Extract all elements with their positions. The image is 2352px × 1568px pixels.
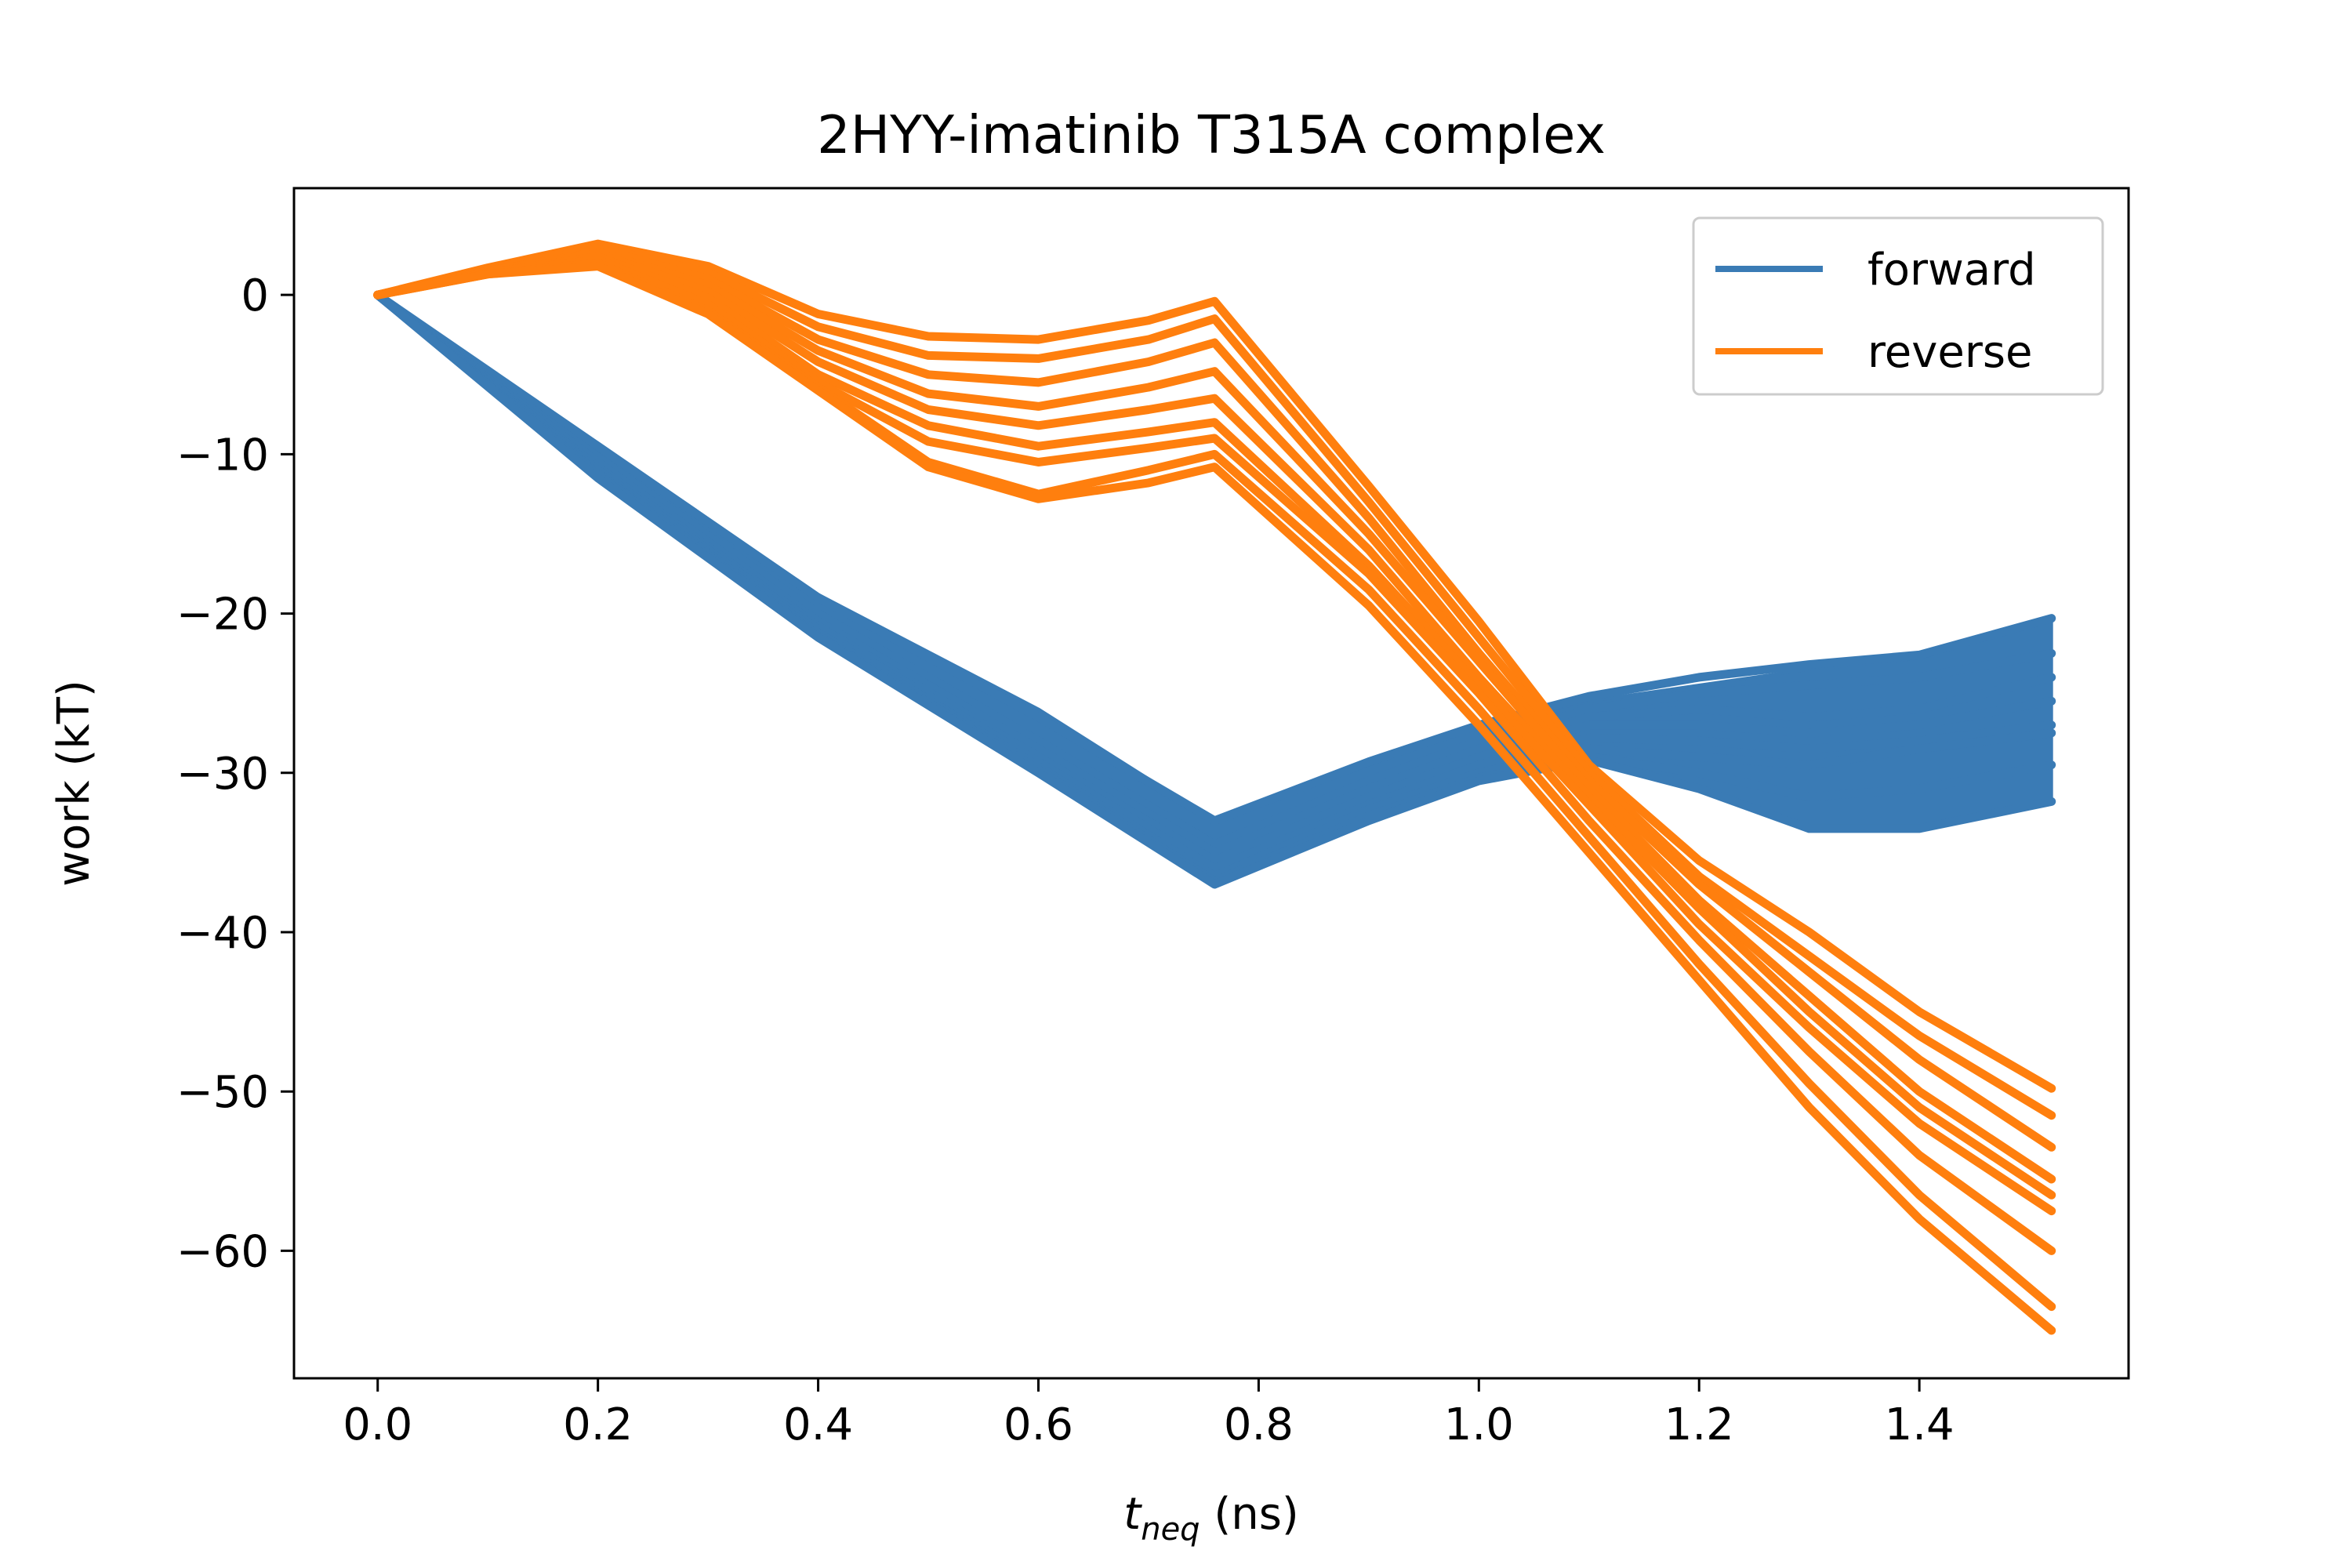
y-tick-label: −10 bbox=[176, 430, 269, 481]
y-tick-label: −30 bbox=[176, 749, 269, 800]
x-tick-label: 0.4 bbox=[783, 1399, 853, 1450]
legend: forward reverse bbox=[1692, 216, 2104, 396]
y-tick-label: −20 bbox=[176, 590, 269, 641]
y-axis-label: work (kT) bbox=[49, 680, 100, 887]
legend-label-reverse: reverse bbox=[1867, 327, 2033, 378]
x-axis-ticks: 0.0 0.2 0.4 0.6 0.8 1.0 1.2 1.4 bbox=[343, 1378, 1955, 1450]
y-axis-ticks: 0 −10 −20 −30 −40 −50 −60 bbox=[176, 270, 294, 1277]
reverse-curve bbox=[373, 252, 2056, 1216]
x-tick-label: 1.2 bbox=[1664, 1399, 1734, 1450]
chart-title: 2HYY-imatinib T315A complex bbox=[817, 104, 1606, 165]
series-layer bbox=[373, 239, 2056, 1335]
x-tick-label: 1.4 bbox=[1885, 1399, 1955, 1450]
reverse-curve bbox=[373, 249, 2056, 1200]
reverse-curve bbox=[373, 262, 2056, 1335]
forward-curve bbox=[373, 290, 2056, 889]
legend-label-forward: forward bbox=[1867, 245, 2036, 296]
series-forward bbox=[373, 290, 2056, 889]
axes-frame bbox=[292, 187, 2130, 1380]
y-tick-label: −50 bbox=[176, 1067, 269, 1118]
x-tick-label: 0.8 bbox=[1224, 1399, 1294, 1450]
x-axis-label: tneq (ns) bbox=[1123, 1489, 1299, 1548]
x-tick-label: 0.6 bbox=[1004, 1399, 1073, 1450]
reverse-curve bbox=[373, 255, 2056, 1255]
reverse-curve bbox=[373, 244, 2056, 1152]
y-tick-label: −60 bbox=[176, 1226, 269, 1277]
forward-curve bbox=[373, 290, 2056, 826]
y-tick-label: 0 bbox=[241, 270, 269, 321]
series-reverse bbox=[373, 239, 2056, 1335]
y-tick-label: −40 bbox=[176, 908, 269, 959]
x-axis-label-unit: (ns) bbox=[1200, 1489, 1299, 1540]
x-tick-label: 1.0 bbox=[1444, 1399, 1514, 1450]
x-tick-label: 0.0 bbox=[343, 1399, 412, 1450]
x-tick-label: 0.2 bbox=[563, 1399, 633, 1450]
forward-curve bbox=[373, 290, 2056, 849]
reverse-curve bbox=[373, 239, 2056, 1093]
x-axis-label-sub: neq bbox=[1141, 1512, 1200, 1548]
x-axis-label-var: t bbox=[1123, 1489, 1142, 1540]
